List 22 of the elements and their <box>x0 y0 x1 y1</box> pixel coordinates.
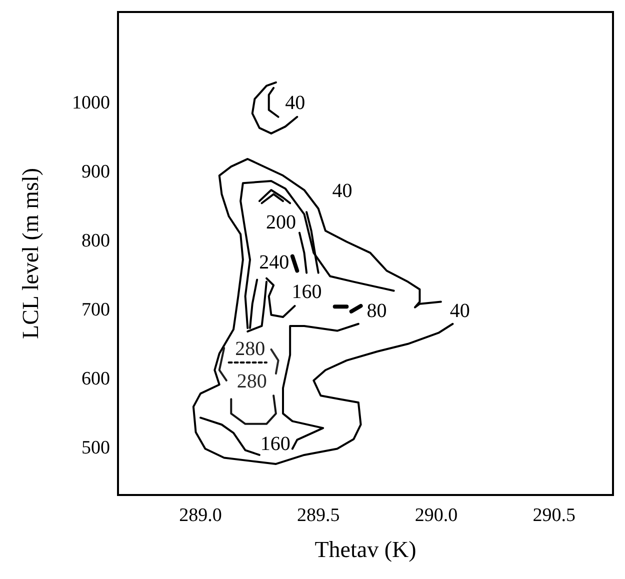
series-label: 40 <box>285 92 306 114</box>
series-label: 80 <box>366 300 387 322</box>
series-label: 240 <box>259 252 290 274</box>
y-tick-label: 600 <box>82 368 110 390</box>
y-tick-label: 700 <box>82 299 110 320</box>
x-tick-label: 290.5 <box>532 505 576 526</box>
y-tick-label: 900 <box>82 161 110 182</box>
series-label: 280 <box>235 338 266 360</box>
x-axis-title: Thetav (K) <box>314 537 416 562</box>
y-tick-label: 500 <box>82 437 110 458</box>
x-tick-label: 290.0 <box>414 505 458 526</box>
text: 40 <box>332 180 352 202</box>
y-tick-label: 800 <box>82 230 110 252</box>
series-label: 280 <box>236 370 267 393</box>
series-label: 160 <box>292 280 322 303</box>
y-tick-label: 1000 <box>72 92 110 114</box>
x-tick-label: 289.0 <box>179 505 222 526</box>
series-label: 40 <box>450 300 470 322</box>
series-label: 200 <box>266 212 296 234</box>
series-label: 160 <box>260 432 290 455</box>
x-tick-label: 289.5 <box>296 505 340 526</box>
y-axis-title: LCL level (m msl) <box>18 168 43 339</box>
